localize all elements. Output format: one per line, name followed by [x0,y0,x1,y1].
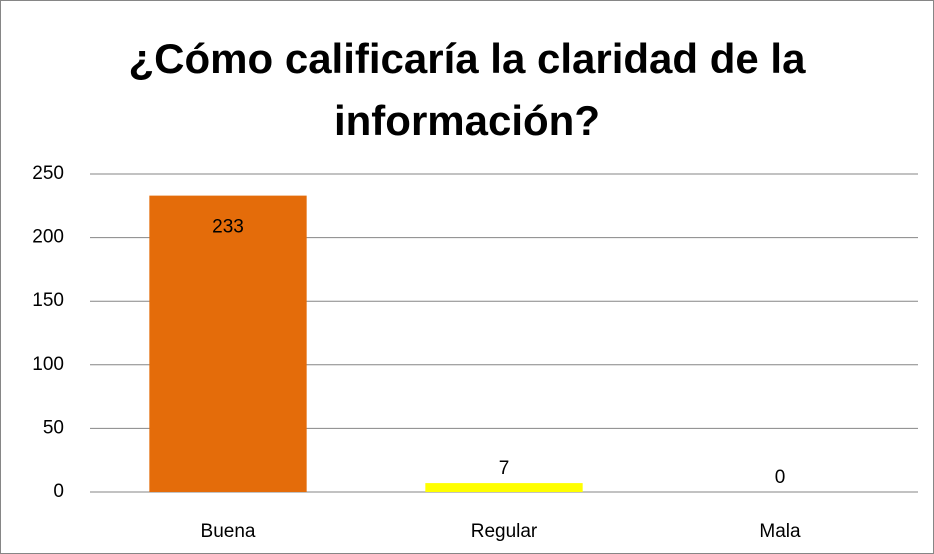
x-tick-label: Mala [759,521,801,542]
x-tick-label: Buena [201,521,256,542]
y-tick-label: 100 [32,354,64,375]
x-tick-label: Regular [471,521,538,542]
bar [425,483,583,492]
data-label: 7 [499,458,510,479]
y-tick-label: 150 [32,290,64,311]
bar [149,195,307,492]
data-label: 233 [212,217,244,238]
data-label: 0 [775,467,786,488]
y-tick-label: 0 [53,481,64,502]
chart-title: ¿Cómo calificaría la claridad de la info… [128,35,806,144]
y-tick-label: 200 [32,227,64,248]
y-tick-label: 50 [43,417,64,438]
y-tick-label: 250 [32,163,64,184]
